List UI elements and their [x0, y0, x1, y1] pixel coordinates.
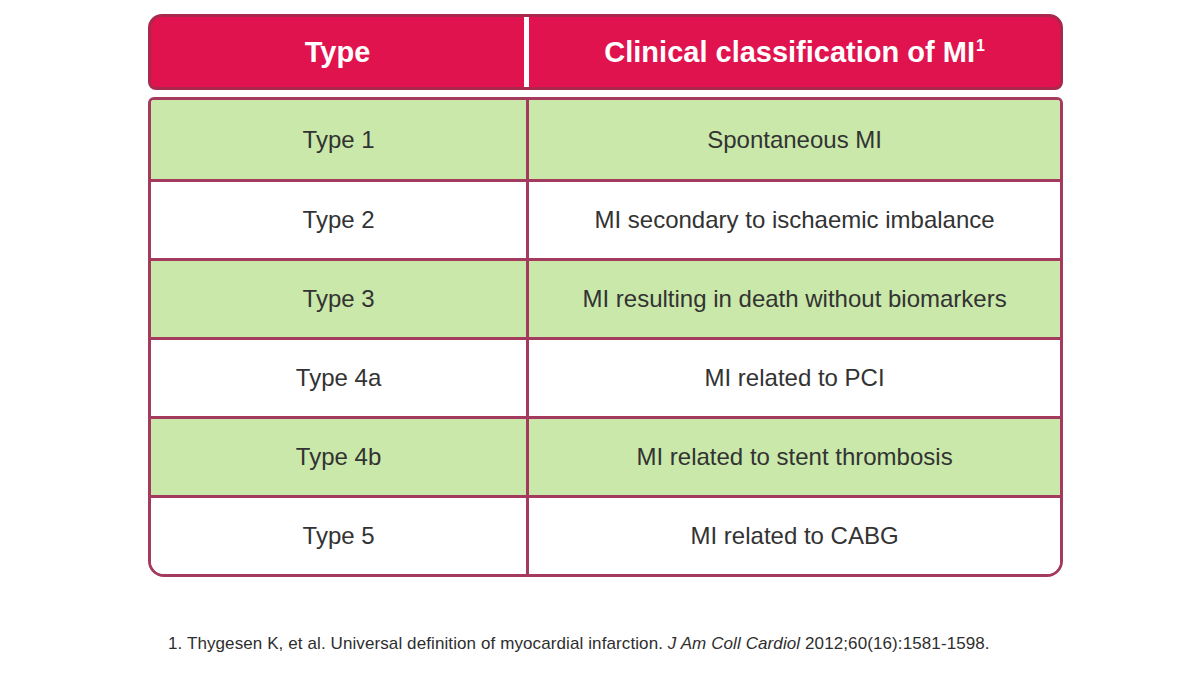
column-header-type: Type	[151, 17, 529, 87]
cell-classification: Spontaneous MI	[529, 100, 1060, 179]
reference-footnote: 1. Thygesen K, et al. Universal definiti…	[168, 634, 990, 654]
table-row: Type 3 MI resulting in death without bio…	[151, 258, 1060, 337]
column-header-classification: Clinical classification of MI1	[529, 17, 1060, 87]
reference-superscript: 1	[976, 37, 985, 54]
cell-type: Type 4b	[151, 419, 529, 495]
cell-type: Type 5	[151, 498, 529, 574]
table-body: Type 1 Spontaneous MI Type 2 MI secondar…	[148, 97, 1063, 577]
cell-classification: MI related to CABG	[529, 498, 1060, 574]
mi-classification-table: Type Clinical classification of MI1 Type…	[148, 14, 1063, 577]
table-row: Type 4a MI related to PCI	[151, 337, 1060, 416]
column-header-type-label: Type	[305, 36, 371, 69]
cell-classification: MI resulting in death without biomarkers	[529, 261, 1060, 337]
cell-classification: MI secondary to ischaemic imbalance	[529, 182, 1060, 258]
footnote-text-start: 1. Thygesen K, et al. Universal definiti…	[168, 634, 668, 653]
cell-classification: MI related to stent thrombosis	[529, 419, 1060, 495]
table-row: Type 5 MI related to CABG	[151, 495, 1060, 574]
footnote-journal-name: J Am Coll Cardiol	[668, 634, 800, 653]
cell-type: Type 2	[151, 182, 529, 258]
cell-type: Type 3	[151, 261, 529, 337]
column-header-classification-label: Clinical classification of MI1	[604, 36, 985, 69]
cell-type: Type 4a	[151, 340, 529, 416]
table-row: Type 2 MI secondary to ischaemic imbalan…	[151, 179, 1060, 258]
cell-classification: MI related to PCI	[529, 340, 1060, 416]
table-row: Type 1 Spontaneous MI	[151, 100, 1060, 179]
cell-type: Type 1	[151, 100, 529, 179]
table-row: Type 4b MI related to stent thrombosis	[151, 416, 1060, 495]
column-header-classification-text: Clinical classification of MI	[604, 36, 975, 68]
footnote-text-end: 2012;60(16):1581-1598.	[800, 634, 989, 653]
table-header-row: Type Clinical classification of MI1	[148, 14, 1063, 90]
